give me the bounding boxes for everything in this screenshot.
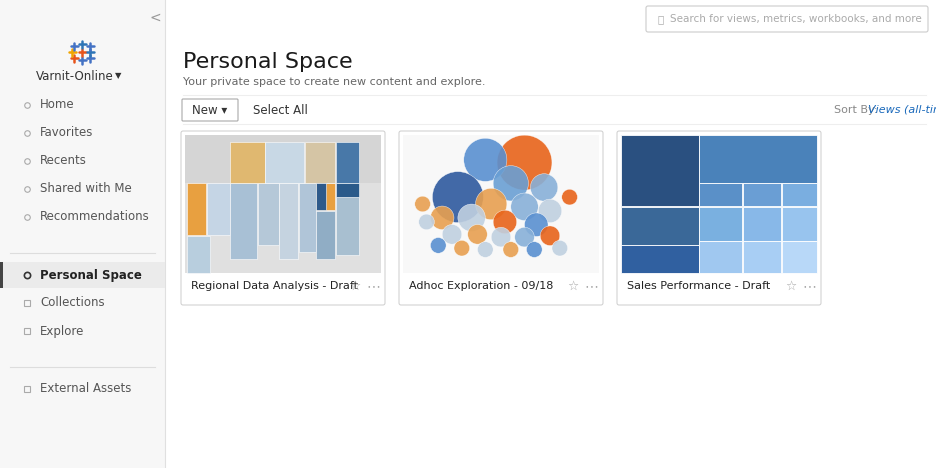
- Bar: [621, 135, 699, 206]
- Text: External Assets: External Assets: [40, 382, 131, 395]
- FancyBboxPatch shape: [617, 131, 821, 305]
- Circle shape: [442, 225, 461, 244]
- Bar: [621, 245, 699, 272]
- Bar: [207, 183, 229, 235]
- Circle shape: [503, 241, 519, 257]
- Bar: [621, 135, 817, 273]
- Circle shape: [463, 138, 507, 182]
- Bar: [187, 183, 206, 235]
- Circle shape: [540, 226, 560, 246]
- Circle shape: [432, 172, 483, 223]
- Text: ☆: ☆: [567, 279, 578, 292]
- Bar: [299, 183, 315, 252]
- FancyBboxPatch shape: [182, 99, 238, 121]
- Text: ⋯: ⋯: [366, 279, 380, 293]
- Bar: [699, 135, 816, 183]
- Circle shape: [468, 225, 488, 244]
- Circle shape: [415, 196, 431, 212]
- Circle shape: [418, 214, 434, 230]
- Text: 🔍: 🔍: [658, 14, 665, 24]
- Circle shape: [497, 135, 552, 190]
- Bar: [279, 183, 299, 259]
- Text: Regional Data Analysis - Draft: Regional Data Analysis - Draft: [191, 281, 358, 291]
- Circle shape: [431, 238, 446, 253]
- Bar: [336, 142, 358, 183]
- Bar: [304, 142, 335, 183]
- Text: Sort By:: Sort By:: [834, 105, 878, 115]
- Text: ▼: ▼: [115, 72, 122, 80]
- Text: ⋯: ⋯: [584, 279, 598, 293]
- Circle shape: [524, 213, 548, 236]
- Text: Views (all-time): Views (all-time): [868, 105, 936, 115]
- Text: Favorites: Favorites: [40, 126, 94, 139]
- Text: Varnit-Online: Varnit-Online: [37, 70, 114, 82]
- Text: Your private space to create new content and explore.: Your private space to create new content…: [183, 77, 486, 87]
- Circle shape: [458, 204, 486, 232]
- Bar: [316, 211, 335, 259]
- Circle shape: [515, 227, 534, 247]
- Bar: [266, 142, 304, 183]
- FancyBboxPatch shape: [181, 131, 385, 305]
- Text: Shared with Me: Shared with Me: [40, 183, 132, 196]
- Bar: [782, 241, 816, 272]
- Bar: [316, 183, 326, 211]
- Bar: [316, 183, 335, 211]
- Text: Explore: Explore: [40, 324, 84, 337]
- Text: Recommendations: Recommendations: [40, 211, 150, 224]
- Bar: [257, 183, 279, 245]
- Bar: [403, 135, 599, 273]
- Text: Home: Home: [40, 98, 75, 111]
- Text: Recents: Recents: [40, 154, 87, 168]
- Circle shape: [562, 189, 578, 205]
- Bar: [336, 197, 358, 255]
- Text: Search for views, metrics, workbooks, and more: Search for views, metrics, workbooks, an…: [670, 14, 922, 24]
- Text: New ▾: New ▾: [193, 103, 227, 117]
- Bar: [185, 135, 381, 183]
- Text: Collections: Collections: [40, 297, 105, 309]
- Bar: [0, 0, 165, 468]
- Text: Personal Space: Personal Space: [183, 52, 353, 72]
- Circle shape: [511, 193, 538, 220]
- Text: <: <: [149, 11, 161, 25]
- Bar: [699, 241, 742, 272]
- Circle shape: [538, 199, 562, 223]
- Bar: [742, 183, 782, 206]
- Circle shape: [493, 166, 529, 201]
- Bar: [782, 207, 816, 241]
- Text: ☆: ☆: [349, 279, 360, 292]
- Bar: [742, 241, 782, 272]
- Bar: [230, 183, 257, 259]
- Circle shape: [431, 206, 454, 230]
- Bar: [0, 262, 165, 288]
- Circle shape: [477, 241, 493, 257]
- Bar: [782, 183, 816, 206]
- Circle shape: [552, 241, 567, 256]
- Bar: [0, 262, 3, 288]
- Circle shape: [493, 210, 517, 234]
- Text: Select All: Select All: [253, 103, 308, 117]
- Bar: [699, 183, 742, 206]
- FancyBboxPatch shape: [646, 6, 928, 32]
- Circle shape: [475, 188, 507, 219]
- Bar: [185, 135, 381, 273]
- FancyBboxPatch shape: [399, 131, 603, 305]
- Circle shape: [491, 227, 511, 247]
- Text: ⋯: ⋯: [802, 279, 816, 293]
- Bar: [230, 142, 265, 183]
- Text: ☆: ☆: [785, 279, 797, 292]
- Circle shape: [526, 241, 542, 257]
- Bar: [742, 207, 782, 241]
- Bar: [187, 236, 210, 272]
- Circle shape: [454, 241, 470, 256]
- Circle shape: [531, 174, 558, 201]
- Bar: [336, 183, 358, 197]
- Text: Personal Space: Personal Space: [40, 269, 142, 281]
- Bar: [699, 207, 742, 241]
- Bar: [621, 207, 699, 245]
- Text: Adhoc Exploration - 09/18: Adhoc Exploration - 09/18: [409, 281, 553, 291]
- Text: Sales Performance - Draft: Sales Performance - Draft: [627, 281, 770, 291]
